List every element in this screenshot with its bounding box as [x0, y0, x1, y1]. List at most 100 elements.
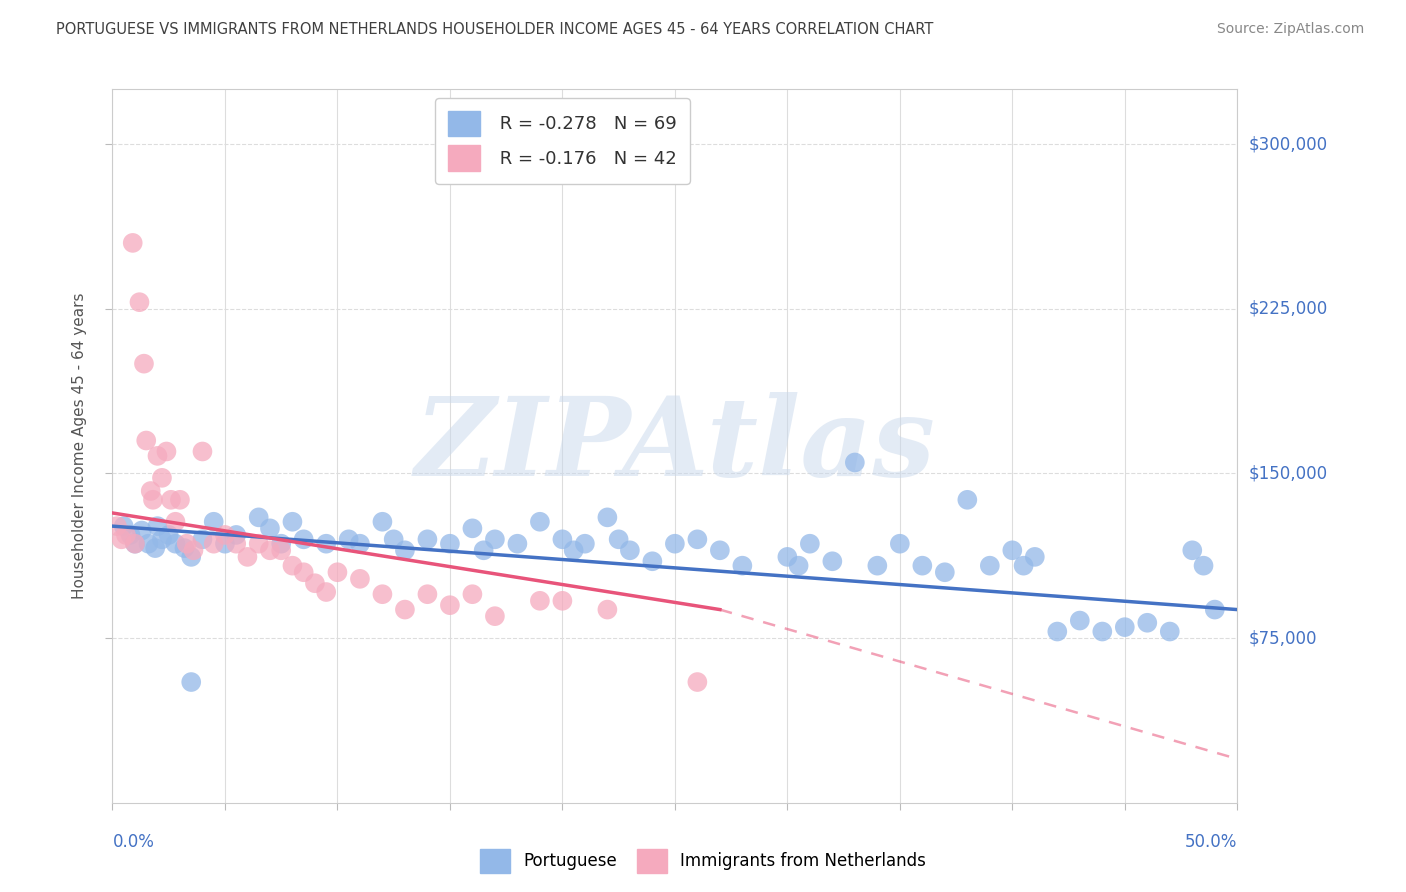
Point [889, 537, 911, 551]
Point [371, 515, 394, 529]
Point [281, 558, 304, 573]
Text: Source: ZipAtlas.com: Source: ZipAtlas.com [1216, 22, 1364, 37]
Point [844, 455, 866, 469]
Point [124, 537, 146, 551]
Point [709, 543, 731, 558]
Point [821, 554, 844, 568]
Point [787, 558, 810, 573]
Point [911, 558, 934, 573]
Point [394, 543, 416, 558]
Point [169, 492, 191, 507]
Point [247, 510, 270, 524]
Point [150, 471, 173, 485]
Point [326, 566, 349, 580]
Point [292, 566, 315, 580]
Point [165, 537, 187, 551]
Point [146, 519, 169, 533]
Point [1204, 602, 1226, 616]
Point [259, 521, 281, 535]
Point [214, 537, 236, 551]
Point [382, 533, 405, 547]
Point [281, 515, 304, 529]
Point [146, 449, 169, 463]
Point [1114, 620, 1136, 634]
Point [270, 543, 292, 558]
Point [607, 533, 630, 547]
Point [799, 537, 821, 551]
Text: 0.0%: 0.0% [112, 833, 155, 851]
Point [1136, 615, 1159, 630]
Point [191, 533, 214, 547]
Point [371, 587, 394, 601]
Point [596, 602, 619, 616]
Point [105, 519, 128, 533]
Point [416, 587, 439, 601]
Point [150, 533, 173, 547]
Point [664, 537, 686, 551]
Text: $150,000: $150,000 [1249, 465, 1327, 483]
Point [138, 537, 160, 551]
Point [349, 572, 371, 586]
Point [337, 533, 360, 547]
Point [551, 594, 574, 608]
Text: 50.0%: 50.0% [1185, 833, 1237, 851]
Point [529, 594, 551, 608]
Point [247, 537, 270, 551]
Point [731, 558, 754, 573]
Point [1091, 624, 1114, 639]
Point [641, 554, 664, 568]
Point [173, 541, 195, 555]
Point [115, 528, 138, 542]
Point [131, 524, 153, 538]
Point [439, 598, 461, 612]
Point [165, 515, 187, 529]
Point [120, 528, 142, 542]
Point [484, 533, 506, 547]
Point [1001, 543, 1024, 558]
Point [214, 528, 236, 542]
Point [439, 537, 461, 551]
Point [349, 537, 371, 551]
Point [225, 528, 247, 542]
Point [461, 587, 484, 601]
Point [551, 533, 574, 547]
Point [259, 543, 281, 558]
Point [142, 492, 165, 507]
Point [180, 549, 202, 564]
Point [686, 533, 709, 547]
Point [128, 295, 150, 310]
Point [979, 558, 1001, 573]
Point [934, 566, 956, 580]
Point [225, 537, 247, 551]
Point [1046, 624, 1069, 639]
Legend: Portuguese, Immigrants from Netherlands: Portuguese, Immigrants from Netherlands [474, 842, 932, 880]
Text: ZIPAtlas: ZIPAtlas [415, 392, 935, 500]
Point [315, 537, 337, 551]
Point [574, 537, 596, 551]
Point [1192, 558, 1215, 573]
Point [160, 492, 183, 507]
Point [176, 537, 198, 551]
Point [121, 235, 143, 250]
Point [1069, 614, 1091, 628]
Point [292, 533, 315, 547]
Point [484, 609, 506, 624]
Point [686, 675, 709, 690]
Point [157, 528, 180, 542]
Point [112, 519, 135, 533]
Point [143, 541, 166, 555]
Point [191, 444, 214, 458]
Point [596, 510, 619, 524]
Point [183, 543, 205, 558]
Point [1024, 549, 1046, 564]
Point [110, 533, 132, 547]
Point [776, 549, 799, 564]
Point [155, 444, 177, 458]
Y-axis label: Householder Income Ages 45 - 64 years: Householder Income Ages 45 - 64 years [72, 293, 87, 599]
Point [124, 537, 146, 551]
Point [956, 492, 979, 507]
Point [132, 357, 155, 371]
Point [180, 675, 202, 690]
Point [506, 537, 529, 551]
Point [1159, 624, 1181, 639]
